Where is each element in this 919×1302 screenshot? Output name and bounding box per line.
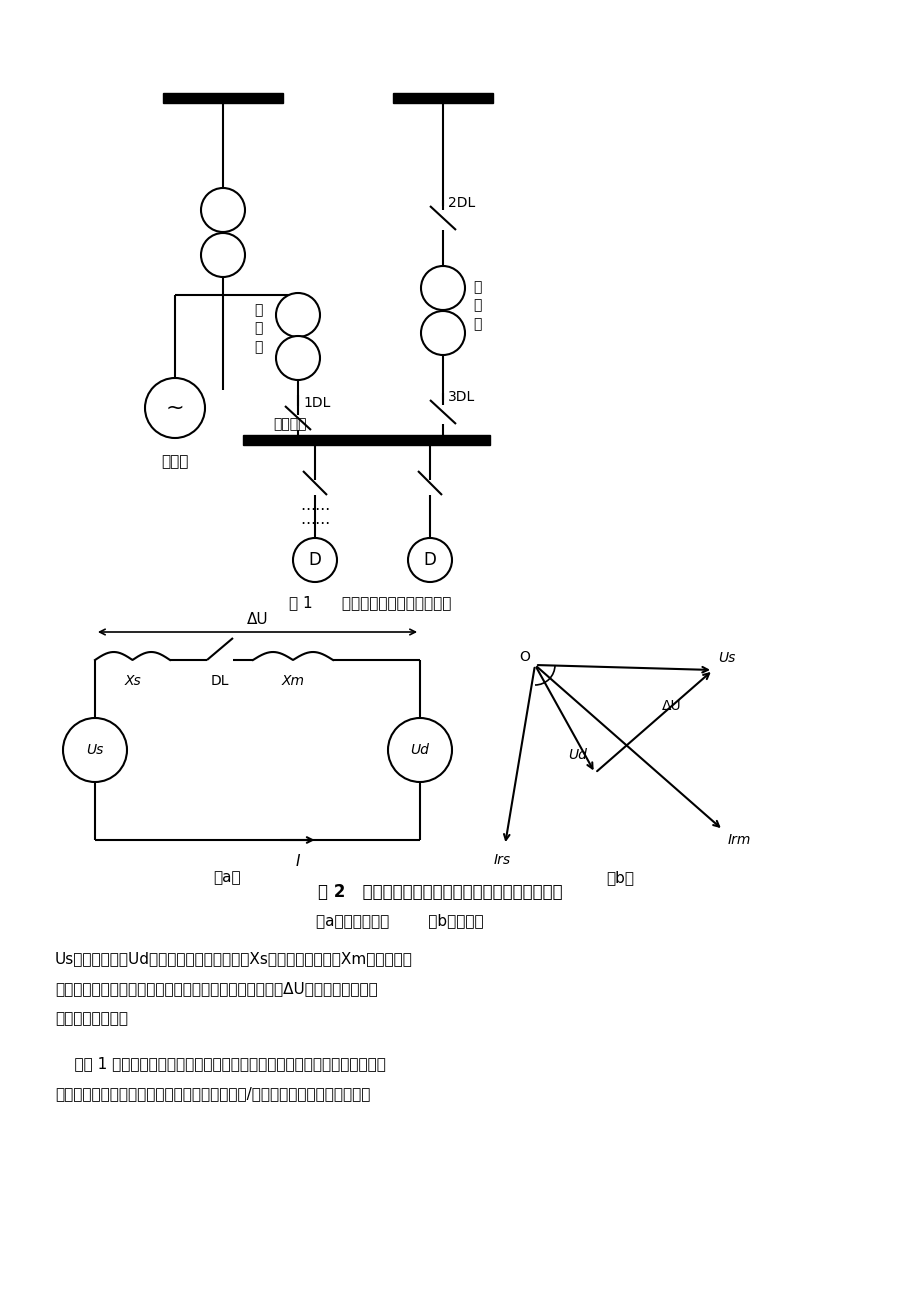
Text: Ud: Ud: [568, 749, 586, 762]
Text: 3DL: 3DL: [448, 391, 475, 404]
Text: 之间的差拍电压。: 之间的差拍电压。: [55, 1010, 128, 1026]
Text: D: D: [423, 551, 436, 569]
Text: Us: Us: [717, 651, 734, 665]
Bar: [163, 92, 283, 103]
Text: 1DL: 1DL: [302, 396, 330, 410]
Bar: [392, 92, 493, 103]
Text: ……: ……: [300, 513, 330, 527]
Circle shape: [200, 187, 244, 232]
Text: 2DL: 2DL: [448, 197, 475, 210]
Text: ~: ~: [165, 398, 184, 418]
Text: I: I: [295, 854, 300, 868]
Text: Xm: Xm: [281, 674, 304, 687]
Text: （a）等值电路图        （b）相量图: （a）等值电路图 （b）相量图: [316, 913, 483, 928]
Text: DL: DL: [210, 674, 229, 687]
Circle shape: [421, 266, 464, 310]
Circle shape: [421, 311, 464, 355]
Circle shape: [292, 538, 336, 582]
Circle shape: [200, 233, 244, 277]
Text: 厂用母线: 厂用母线: [273, 417, 306, 431]
Bar: [243, 435, 490, 445]
Text: O: O: [518, 650, 529, 664]
Text: 图 1      厂用电系统的某一段接线图: 图 1 厂用电系统的某一段接线图: [289, 595, 450, 611]
Text: （a）: （a）: [213, 870, 241, 885]
Circle shape: [407, 538, 451, 582]
Text: Ud: Ud: [410, 743, 429, 756]
Text: Xs: Xs: [124, 674, 141, 687]
Text: （b）: （b）: [606, 870, 633, 885]
Text: D: D: [308, 551, 321, 569]
Text: 提供，备用电源由电厂高压母线或由系统经起动/备用变提供。当发电机组保护: 提供，备用电源由电厂高压母线或由系统经起动/备用变提供。当发电机组保护: [55, 1086, 370, 1101]
Text: Irm: Irm: [727, 833, 751, 848]
Circle shape: [276, 293, 320, 337]
Circle shape: [62, 717, 127, 783]
Text: 由图 1 所示，正常运行时，厂用母线电源由发电机端经厂用高压工作变压器: 由图 1 所示，正常运行时，厂用母线电源由发电机端经厂用高压工作变压器: [55, 1056, 385, 1072]
Text: 图 2   电动机重新接通电源时的等值电路图和相量图: 图 2 电动机重新接通电源时的等值电路图和相量图: [317, 883, 562, 901]
Text: Us一电源电压；Ud一母线上电动机的残压；Xs一电源等值电抗；Xm一母线上电: Us一电源电压；Ud一母线上电动机的残压；Xs一电源等值电抗；Xm一母线上电: [55, 950, 413, 966]
Text: Irs: Irs: [493, 853, 510, 867]
Text: 发电机: 发电机: [161, 454, 188, 469]
Text: 工
作
变: 工 作 变: [254, 303, 262, 354]
Text: Us: Us: [86, 743, 104, 756]
Text: ΔU: ΔU: [246, 612, 268, 628]
Text: 备
用
变: 备 用 变: [472, 280, 481, 331]
Text: ΔU: ΔU: [662, 699, 681, 713]
Circle shape: [145, 378, 205, 437]
Circle shape: [388, 717, 451, 783]
Circle shape: [276, 336, 320, 380]
Text: 动机组和低压负载的等值电抗（折算到高压厂用电压）；ΔU一电源电压与残压: 动机组和低压负载的等值电抗（折算到高压厂用电压）；ΔU一电源电压与残压: [55, 980, 378, 996]
Text: ……: ……: [300, 497, 330, 513]
